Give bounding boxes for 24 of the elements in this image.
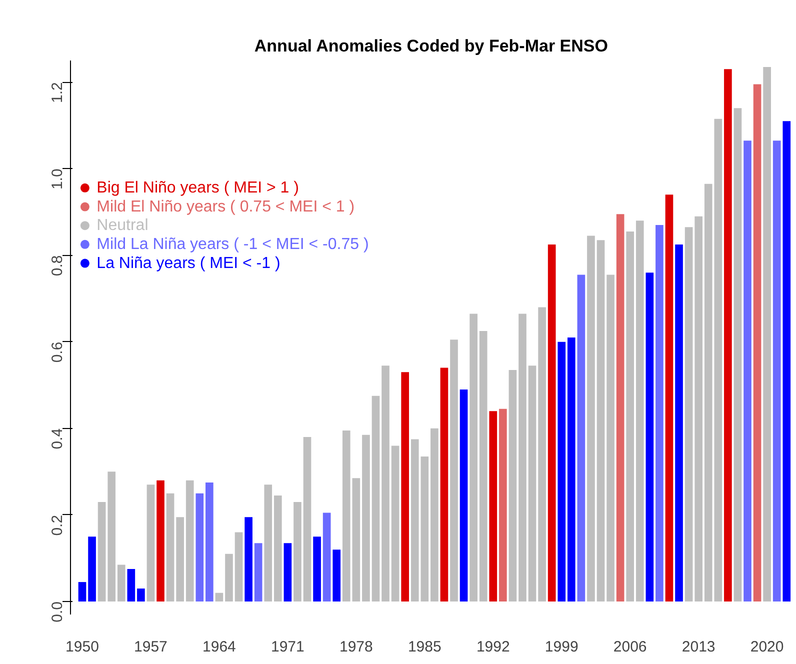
legend-label: Mild La Niña years ( -1 < MEI < -0.75 ) [96,236,369,253]
y-tick-label: 0.2 [49,514,66,536]
legend-label: Neutral [96,217,148,234]
x-tick-label: 1964 [202,638,236,656]
x-tick-label: 1992 [476,638,510,656]
x-tick-label: 2020 [750,638,784,656]
y-tick-label: 0.8 [49,255,66,276]
x-tick-label: 1999 [544,638,578,656]
x-tick-label: 1971 [271,638,304,656]
x-tick-label: 1950 [66,638,99,656]
legend-label: Mild El Niño years ( 0.75 < MEI < 1 ) [96,198,355,216]
x-tick-label: 1957 [134,638,168,656]
y-tick-label: 0.0 [49,602,66,622]
legend-label: La Niña years ( MEI < -1 ) [96,254,280,272]
legend-label: Big El Niño years ( MEI > 1 ) [96,179,299,196]
x-tick-label: 1978 [339,638,373,656]
x-tick-label: 2006 [613,638,647,656]
chart-title: Annual Anomalies Coded by Feb-Mar ENSO [254,36,608,56]
x-tick-label: 1985 [408,638,442,656]
y-tick-label: 0.4 [49,428,66,450]
y-tick-label: 1.2 [49,82,66,103]
x-tick-label: 2013 [682,638,716,656]
y-tick-label: 0.6 [49,342,66,363]
y-tick-label: 1.0 [49,168,66,190]
